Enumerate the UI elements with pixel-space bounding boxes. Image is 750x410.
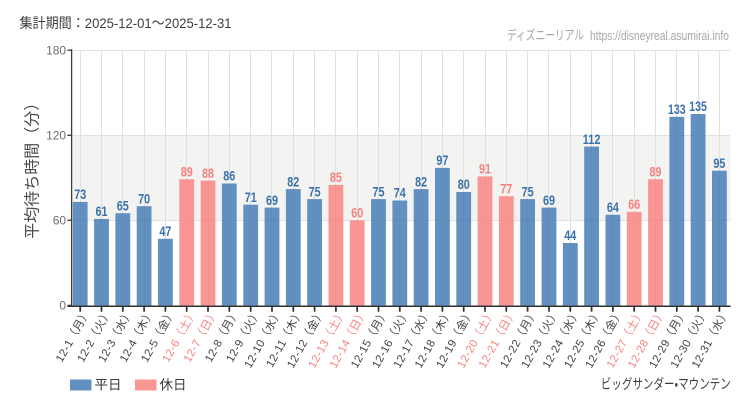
svg-text:ディズニーリアル: ディズニーリアル <box>507 27 584 43</box>
svg-text:91: 91 <box>479 161 491 177</box>
svg-text:69: 69 <box>266 192 278 208</box>
svg-text:74: 74 <box>394 185 406 201</box>
svg-text:ビッグサンダー・マウンテン: ビッグサンダー・マウンテン <box>601 376 731 392</box>
svg-text:61: 61 <box>96 203 108 219</box>
svg-text:97: 97 <box>436 152 448 168</box>
svg-text:44: 44 <box>564 227 576 243</box>
svg-text:69: 69 <box>543 192 555 208</box>
svg-text:75: 75 <box>309 183 321 199</box>
svg-text:平均待ち時間（分）: 平均待ち時間（分） <box>23 95 41 239</box>
svg-text:60: 60 <box>53 214 67 228</box>
svg-text:95: 95 <box>713 155 725 171</box>
svg-text:60: 60 <box>351 205 363 221</box>
svg-text:75: 75 <box>373 183 385 199</box>
svg-text:133: 133 <box>668 101 686 117</box>
svg-text:82: 82 <box>415 173 427 189</box>
svg-text:75: 75 <box>522 183 534 199</box>
svg-text:71: 71 <box>245 189 257 205</box>
svg-text:86: 86 <box>223 168 235 184</box>
svg-text:89: 89 <box>181 163 193 179</box>
svg-text:https://disneyreal.asumirai.in: https://disneyreal.asumirai.info <box>590 28 729 43</box>
svg-text:65: 65 <box>117 197 129 213</box>
svg-text:135: 135 <box>689 98 707 114</box>
svg-text:180: 180 <box>46 43 66 57</box>
svg-text:70: 70 <box>138 190 150 206</box>
svg-text:85: 85 <box>330 169 342 185</box>
svg-text:集計期間：2025-12-01～2025-12-31: 集計期間：2025-12-01～2025-12-31 <box>20 15 232 31</box>
svg-text:88: 88 <box>202 165 214 181</box>
svg-text:80: 80 <box>458 176 470 192</box>
svg-text:64: 64 <box>607 199 619 215</box>
svg-text:120: 120 <box>46 129 66 143</box>
svg-text:82: 82 <box>287 173 299 189</box>
svg-text:平日: 平日 <box>95 378 122 393</box>
svg-text:0: 0 <box>59 299 66 313</box>
svg-text:77: 77 <box>500 180 512 196</box>
svg-text:休日: 休日 <box>160 378 187 393</box>
svg-text:89: 89 <box>650 163 662 179</box>
svg-text:112: 112 <box>583 131 601 147</box>
svg-text:73: 73 <box>74 186 86 202</box>
svg-text:66: 66 <box>628 196 640 212</box>
svg-text:47: 47 <box>159 223 171 239</box>
